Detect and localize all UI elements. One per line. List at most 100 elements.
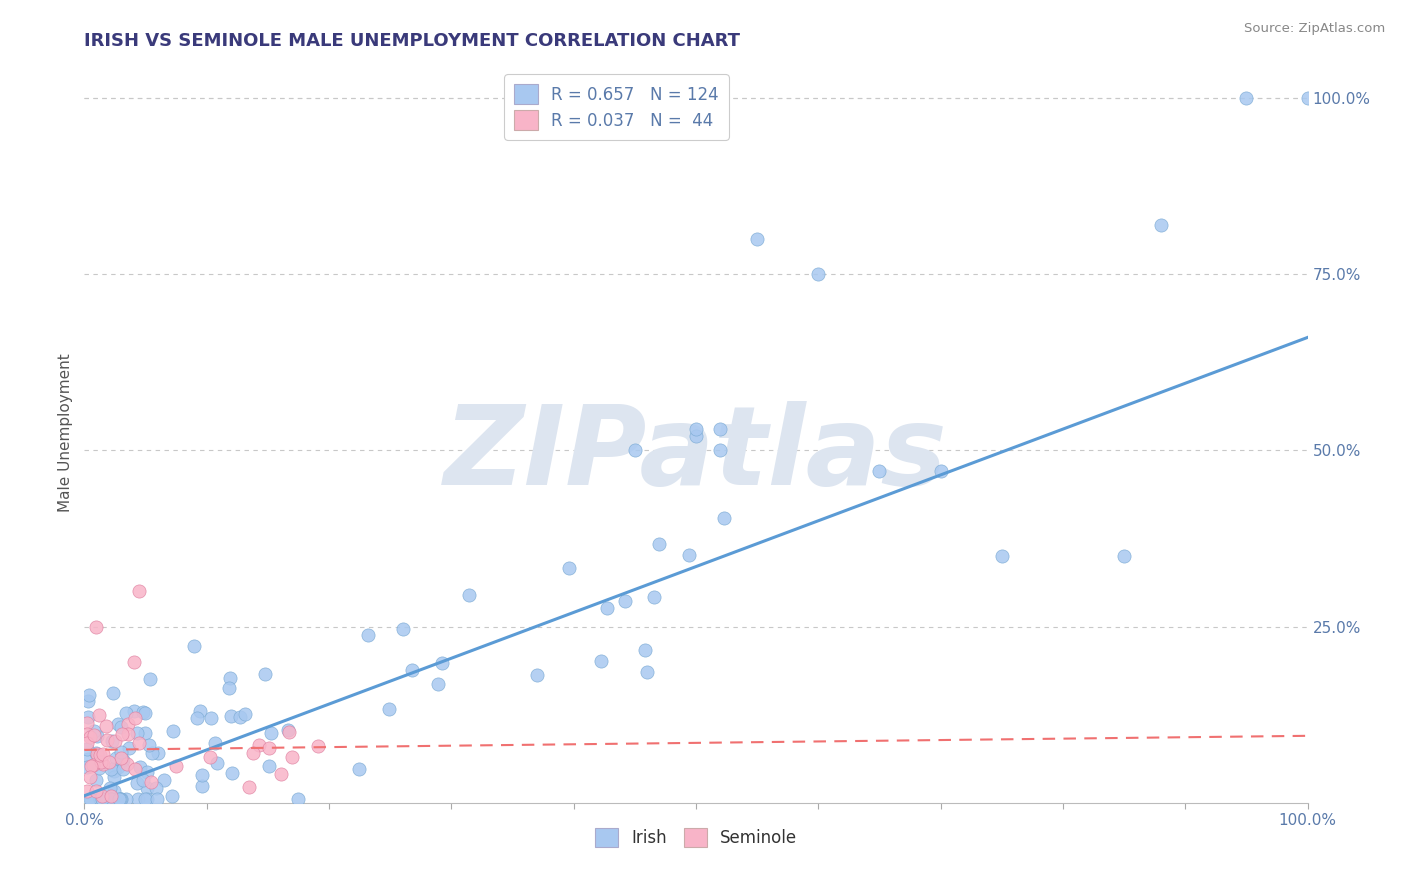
Point bbox=[128, 584, 150, 599]
Point bbox=[134, 792, 156, 806]
Point bbox=[110, 751, 132, 765]
Point bbox=[139, 673, 162, 687]
Point bbox=[134, 726, 156, 740]
Point bbox=[76, 742, 98, 756]
Point bbox=[117, 727, 139, 741]
Point bbox=[97, 756, 120, 770]
Point bbox=[84, 784, 107, 798]
Point bbox=[124, 711, 146, 725]
Point bbox=[457, 588, 479, 602]
Point bbox=[558, 561, 581, 575]
Point bbox=[242, 746, 264, 760]
Point bbox=[205, 756, 228, 770]
Point bbox=[108, 792, 131, 806]
Point bbox=[94, 719, 117, 733]
Point bbox=[229, 710, 252, 724]
Point bbox=[111, 753, 134, 767]
Point bbox=[118, 740, 141, 755]
Point bbox=[89, 792, 111, 806]
Point bbox=[76, 736, 98, 750]
Point bbox=[347, 762, 370, 776]
Point bbox=[94, 792, 117, 806]
Point bbox=[191, 780, 214, 794]
Point bbox=[427, 677, 450, 691]
Point bbox=[190, 768, 212, 782]
Point bbox=[125, 776, 148, 790]
Point bbox=[128, 736, 150, 750]
Y-axis label: Male Unemployment: Male Unemployment bbox=[58, 353, 73, 512]
Point bbox=[153, 772, 176, 787]
Point bbox=[219, 671, 242, 685]
Point bbox=[96, 792, 118, 806]
Point bbox=[125, 726, 148, 740]
Point bbox=[122, 704, 145, 718]
Point bbox=[90, 756, 112, 770]
Point bbox=[100, 734, 122, 748]
Point bbox=[100, 781, 122, 796]
Point bbox=[105, 792, 128, 806]
Point bbox=[233, 706, 256, 721]
Point bbox=[87, 707, 110, 722]
Point bbox=[636, 665, 658, 679]
Point bbox=[86, 619, 108, 633]
Point bbox=[91, 792, 114, 806]
Point bbox=[277, 724, 299, 739]
Point bbox=[107, 716, 129, 731]
Point bbox=[79, 731, 101, 745]
Point bbox=[685, 429, 707, 443]
Point bbox=[96, 792, 118, 806]
Point bbox=[614, 594, 637, 608]
Point bbox=[83, 728, 105, 742]
Point bbox=[257, 759, 280, 773]
Point bbox=[634, 642, 657, 657]
Point bbox=[76, 784, 98, 798]
Point bbox=[307, 739, 329, 754]
Point bbox=[84, 746, 107, 760]
Point bbox=[122, 655, 145, 669]
Point bbox=[76, 694, 98, 708]
Point bbox=[204, 736, 226, 750]
Point bbox=[79, 770, 101, 784]
Point bbox=[111, 762, 134, 776]
Point bbox=[100, 792, 122, 806]
Point bbox=[253, 666, 276, 681]
Point bbox=[124, 762, 146, 776]
Point bbox=[596, 601, 619, 615]
Point bbox=[100, 763, 122, 777]
Point bbox=[83, 724, 105, 739]
Point bbox=[648, 537, 671, 551]
Text: IRISH VS SEMINOLE MALE UNEMPLOYMENT CORRELATION CHART: IRISH VS SEMINOLE MALE UNEMPLOYMENT CORR… bbox=[84, 32, 741, 50]
Point bbox=[135, 792, 157, 806]
Point bbox=[280, 749, 302, 764]
Point bbox=[103, 770, 125, 784]
Point bbox=[105, 751, 128, 765]
Point bbox=[257, 741, 280, 756]
Legend: Irish, Seminole: Irish, Seminole bbox=[588, 822, 804, 854]
Point bbox=[219, 709, 242, 723]
Point bbox=[79, 792, 101, 806]
Point bbox=[111, 727, 134, 741]
Point bbox=[103, 784, 125, 798]
Point bbox=[77, 688, 100, 702]
Point bbox=[131, 705, 153, 719]
Point bbox=[89, 748, 111, 763]
Point bbox=[86, 729, 108, 743]
Point bbox=[198, 750, 221, 764]
Point bbox=[77, 710, 100, 724]
Point bbox=[526, 668, 548, 682]
Point bbox=[103, 764, 125, 779]
Point bbox=[162, 723, 184, 738]
Point bbox=[145, 780, 167, 795]
Point bbox=[1114, 549, 1136, 563]
Point bbox=[131, 772, 153, 787]
Point bbox=[1236, 91, 1258, 105]
Point bbox=[91, 747, 114, 761]
Point bbox=[247, 739, 270, 753]
Point bbox=[90, 792, 112, 806]
Point bbox=[430, 656, 453, 670]
Point bbox=[807, 267, 830, 281]
Point bbox=[277, 723, 299, 738]
Point bbox=[929, 464, 952, 478]
Point bbox=[134, 706, 156, 720]
Point bbox=[624, 443, 647, 458]
